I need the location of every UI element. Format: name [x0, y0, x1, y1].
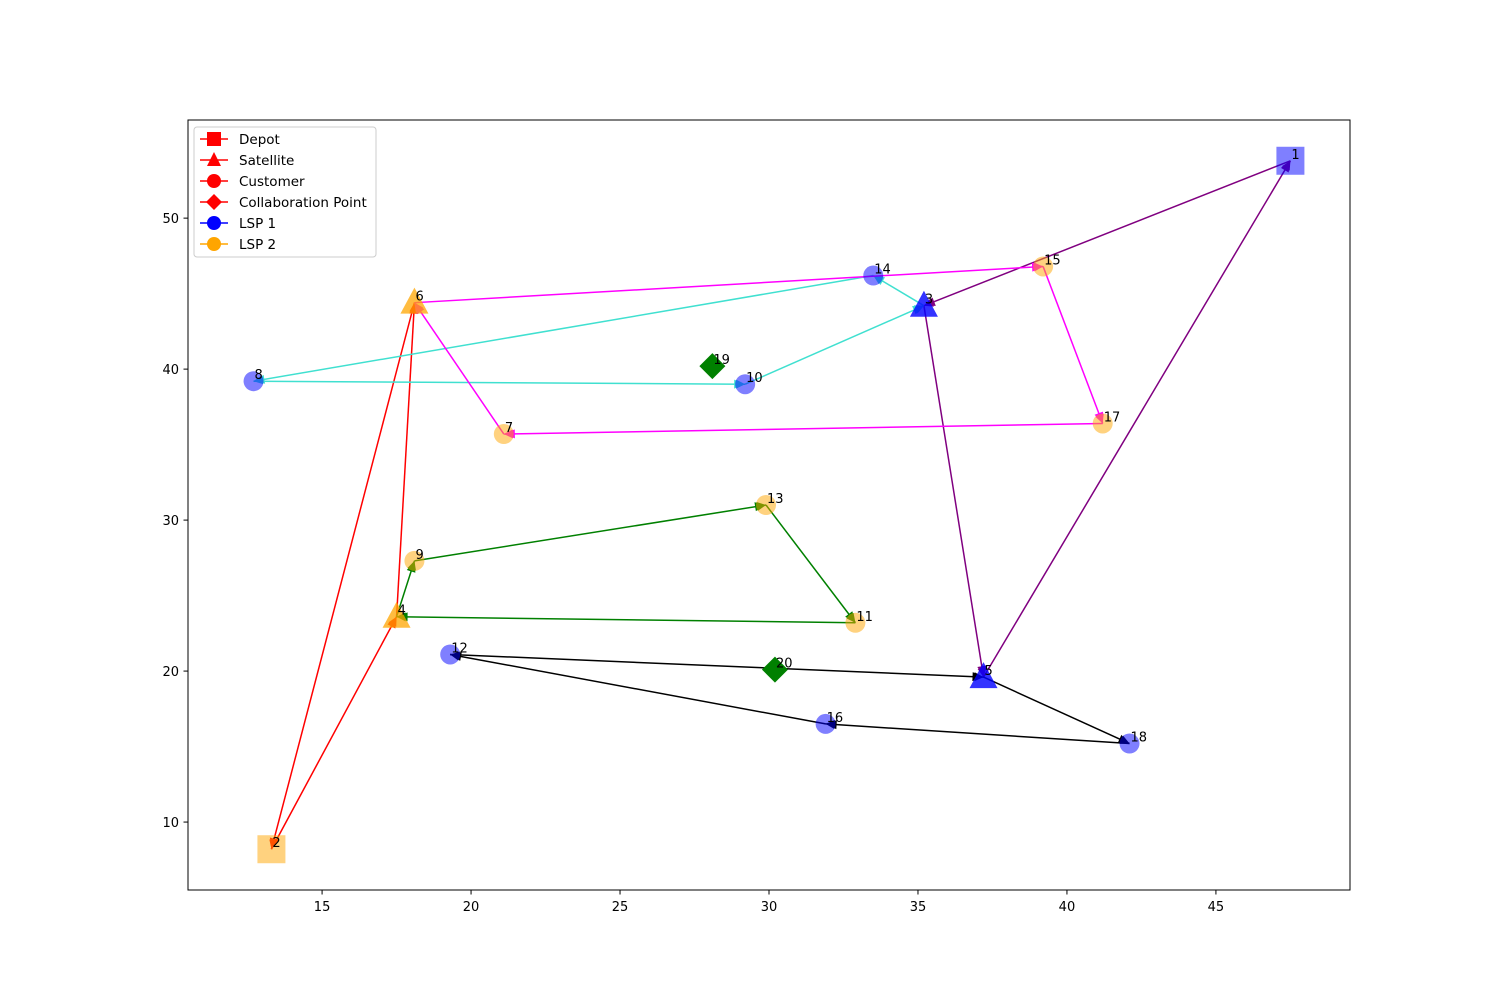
legend-label-5: LSP 2 [239, 237, 276, 253]
y-tick-label-10: 10 [162, 816, 179, 831]
route-segment-5-1 [825, 720, 1130, 745]
route-segment-4-1 [414, 501, 767, 562]
route-segment-0-2 [923, 305, 987, 678]
legend-marker-5 [207, 237, 221, 251]
node-1-depot-marker [1276, 146, 1305, 175]
legend-marker-3 [206, 194, 222, 210]
node-1-label: 1 [1291, 148, 1299, 163]
route-segment-4-2 [765, 504, 857, 624]
node-8-customer-marker [243, 371, 264, 392]
legend: Depot Satellite Customer Collaboration Poin… [193, 126, 377, 258]
node-17-label: 17 [1104, 410, 1121, 425]
legend-label-3: Collaboration Point [239, 195, 367, 211]
y-tick-label-30: 30 [162, 514, 179, 529]
legend-marker-0 [207, 132, 221, 146]
y-tick-label-50: 50 [162, 212, 179, 227]
route-segment-3-1 [1042, 266, 1104, 424]
node-9-customer-marker [404, 550, 425, 571]
legend-label-0: Depot [239, 132, 280, 148]
node-4-satellite-marker [382, 601, 411, 628]
node-14-label: 14 [874, 263, 891, 278]
x-tick-label-35: 35 [910, 900, 927, 915]
node-2-label: 2 [272, 836, 280, 851]
node-12-customer-marker [440, 644, 461, 665]
x-tick-label-20: 20 [463, 900, 480, 915]
node-15-label: 15 [1044, 253, 1061, 268]
x-tick-label-45: 45 [1208, 900, 1225, 915]
x-tick-label-30: 30 [761, 900, 778, 915]
legend-label-2: Customer [239, 174, 305, 190]
route-segment-3-3 [413, 302, 505, 435]
node-7-customer-marker [493, 424, 514, 445]
route-segment-0-0 [982, 160, 1292, 678]
route-segment-1-1 [269, 302, 416, 850]
legend-label-1: Satellite [239, 153, 294, 169]
x-tick-label-25: 25 [612, 900, 629, 915]
route-segment-3-2 [503, 422, 1103, 439]
node-13-customer-marker [756, 495, 777, 515]
node-20-label: 20 [776, 657, 793, 672]
node-8-label: 8 [255, 368, 263, 383]
node-16-customer-marker [815, 713, 836, 734]
y-tick-label-40: 40 [162, 363, 179, 378]
x-tick-label-15: 15 [314, 900, 331, 915]
route-segment-4-3 [396, 612, 856, 624]
route-segment-5-2 [450, 651, 826, 725]
y-tick-label-20: 20 [162, 665, 179, 680]
node-3-satellite-marker [909, 290, 938, 317]
node-10-label: 10 [746, 371, 763, 386]
node-19-collaboration-marker [699, 353, 726, 380]
node-18-label: 18 [1131, 731, 1148, 746]
legend-label-4: LSP 1 [239, 216, 276, 232]
node-5-satellite-marker [969, 662, 998, 689]
node-11-label: 11 [856, 610, 873, 625]
route-segment-3-0 [414, 262, 1044, 304]
route-segment-0-1 [923, 160, 1291, 307]
route-segment-2-3 [744, 305, 925, 385]
nodes-layer [243, 146, 1305, 864]
node-20-collaboration-marker [761, 656, 788, 683]
legend-marker-2 [207, 174, 221, 188]
route-segment-2-1 [253, 274, 874, 385]
route-segment-2-2 [253, 379, 746, 389]
node-11-customer-marker [845, 612, 866, 633]
node-15-customer-marker [1033, 256, 1054, 277]
legend-box [193, 126, 377, 258]
node-14-customer-marker [863, 265, 884, 286]
node-17-customer-marker [1092, 413, 1113, 434]
node-4-label: 4 [398, 604, 406, 619]
route-segment-5-3 [450, 653, 984, 682]
node-5-label: 5 [985, 664, 993, 679]
route-segment-1-2 [270, 616, 398, 850]
node-10-customer-marker [735, 374, 756, 395]
node-2-depot-marker [257, 835, 286, 864]
node-12-label: 12 [451, 641, 468, 656]
node-3-label: 3 [925, 293, 933, 308]
node-18-customer-marker [1119, 733, 1140, 754]
legend-marker-4 [207, 216, 221, 230]
x-tick-label-40: 40 [1059, 900, 1076, 915]
node-19-label: 19 [713, 353, 730, 368]
node-6-satellite-marker [400, 287, 429, 314]
node-9-label: 9 [415, 548, 423, 563]
legend-marker-1 [207, 152, 221, 166]
node-16-label: 16 [827, 711, 844, 726]
node-7-label: 7 [505, 421, 513, 436]
route-segment-5-0 [983, 676, 1130, 745]
node-6-label: 6 [415, 290, 423, 305]
node-13-label: 13 [767, 492, 784, 507]
